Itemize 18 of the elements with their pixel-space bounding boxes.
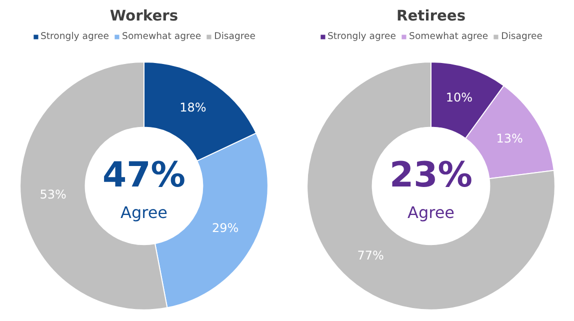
data-label: 10% [446,90,473,105]
chart-title: Workers [110,8,178,24]
legend-label: Strongly agree [327,31,396,42]
legend-label: Somewhat agree [409,31,488,42]
legend-label: Disagree [501,31,543,42]
text: Agree [407,202,455,222]
text: 23% [390,155,472,196]
chart-title: Retirees [396,8,466,24]
legend-label: Disagree [214,31,256,42]
data-label: 13% [496,132,523,146]
text: Agree [120,202,168,222]
text: 47% [102,155,186,196]
legend-label: Somewhat agree [122,31,202,42]
legend-label: Strongly agree [40,31,110,42]
data-label: 77% [357,248,384,263]
data-label: 18% [180,100,206,115]
data-label: 53% [40,188,66,202]
data-label: 29% [212,221,239,236]
